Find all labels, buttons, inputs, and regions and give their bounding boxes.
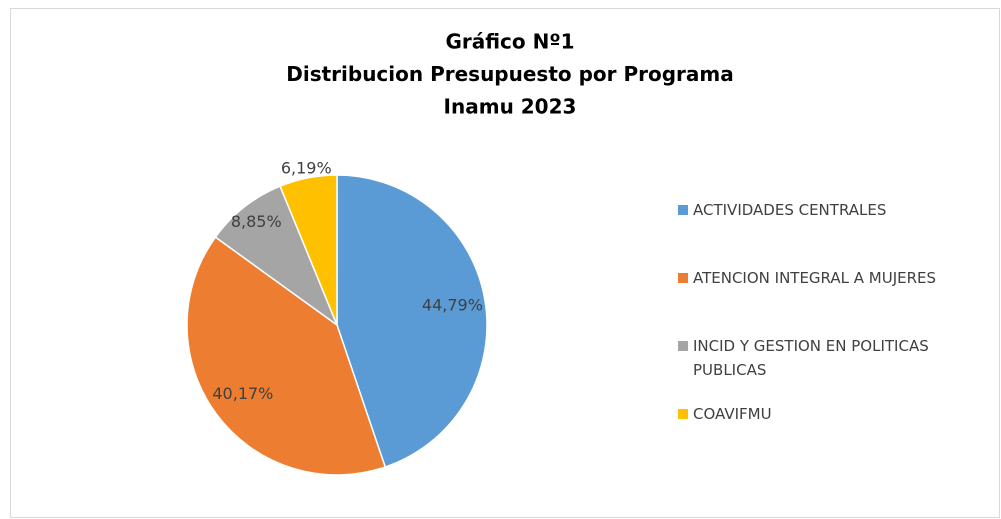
legend-label: ATENCION INTEGRAL A MUJERES — [693, 269, 937, 287]
pie-slice — [214, 185, 339, 328]
legend-label: INCID Y GESTION EN POLITICAS PUBLICAS — [693, 337, 929, 379]
pie-slice — [279, 174, 338, 326]
chart-title: Gráfico Nº1 — [445, 30, 574, 54]
legend-swatch — [678, 273, 688, 283]
chart-title: Distribucion Presupuesto por Programa — [286, 62, 734, 86]
legend-label: COAVIFMU — [693, 405, 772, 423]
chart-frame — [10, 8, 1000, 518]
legend-item: ACTIVIDADES CENTRALES — [678, 198, 973, 222]
legend-label: ACTIVIDADES CENTRALES — [693, 201, 887, 219]
data-label: 8,85% — [231, 212, 282, 231]
data-label: 6,19% — [281, 158, 332, 177]
legend-item: INCID Y GESTION EN POLITICAS PUBLICAS — [678, 334, 973, 382]
legend-item: COAVIFMU — [678, 402, 973, 426]
pie-slice — [336, 174, 488, 468]
legend-swatch — [678, 205, 688, 215]
data-label: 40,17% — [212, 384, 273, 403]
legend-item: ATENCION INTEGRAL A MUJERES — [678, 266, 973, 290]
pie-slice — [186, 236, 387, 476]
chart-title: Inamu 2023 — [444, 95, 577, 119]
legend-swatch — [678, 341, 688, 351]
legend-swatch — [678, 409, 688, 419]
data-label: 44,79% — [422, 295, 483, 314]
